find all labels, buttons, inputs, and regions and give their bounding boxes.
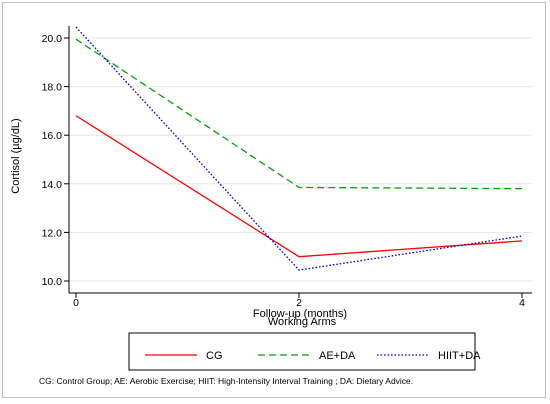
axes <box>68 26 532 294</box>
y-tick-label: 10.0 <box>42 276 63 288</box>
grid-lines <box>69 37 532 282</box>
series-line-cg <box>75 115 523 258</box>
legend-box <box>128 332 476 371</box>
chart-frame: 10.0 12.0 14.0 16.0 18.0 20.0 0 2 4 Cortisol (µ… <box>2 2 546 398</box>
legend-label: AE+DA <box>319 350 356 362</box>
x-tick-label: 2 <box>296 297 302 309</box>
x-ticks: 0 2 4 <box>73 293 525 309</box>
y-tick-label: 20.0 <box>42 33 63 45</box>
legend: Working Arms CG AE+DA HIIT+DA <box>128 316 481 371</box>
y-tick-label: 16.0 <box>42 130 63 142</box>
legend-label: CG <box>206 350 223 362</box>
y-tick-label: 12.0 <box>42 227 63 239</box>
x-tick-label: 0 <box>73 297 79 309</box>
y-tick-label: 18.0 <box>42 82 63 94</box>
legend-items: CG AE+DA HIIT+DA <box>145 350 481 362</box>
y-tick-label: 14.0 <box>42 179 63 191</box>
y-axis-label: Cortisol (µg/dL) <box>10 118 22 193</box>
legend-label: HIIT+DA <box>438 350 481 362</box>
series-line-hiit-da <box>75 26 523 271</box>
line-chart: 10.0 12.0 14.0 16.0 18.0 20.0 0 2 4 Cortisol (µ… <box>10 26 532 386</box>
series-lines <box>75 26 523 271</box>
legend-title: Working Arms <box>268 316 337 328</box>
series-line-ae-da <box>75 38 523 190</box>
chart-note: CG: Control Group; AE: Aerobic Exercise;… <box>39 376 413 386</box>
x-axis-label: Follow-up (months) <box>253 308 347 320</box>
x-tick-label: 4 <box>519 297 525 309</box>
y-ticks: 10.0 12.0 14.0 16.0 18.0 20.0 <box>42 33 69 288</box>
